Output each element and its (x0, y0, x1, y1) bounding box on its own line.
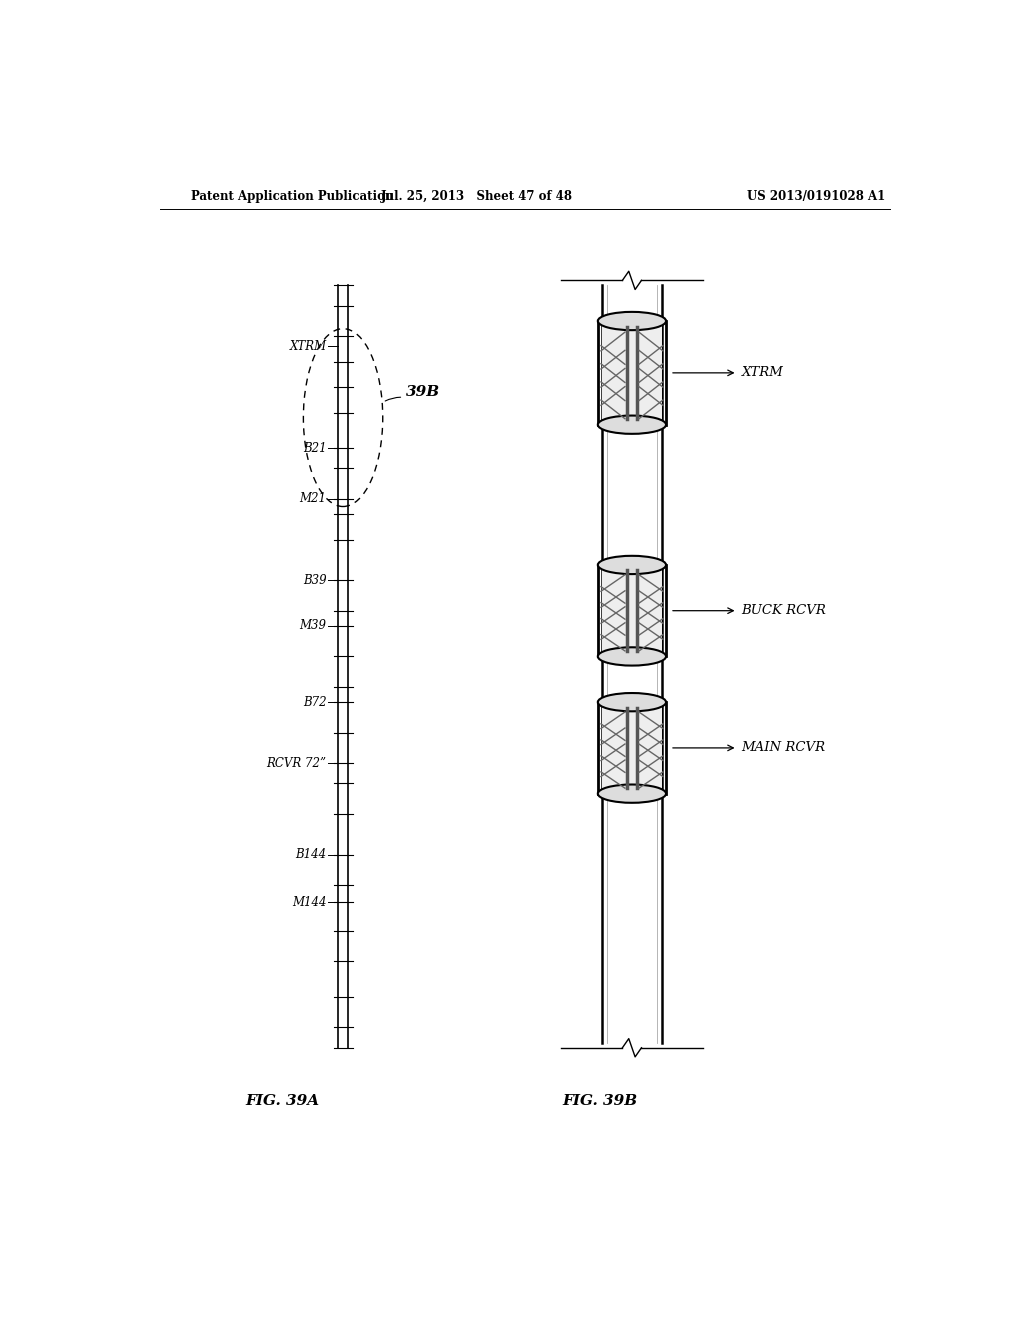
Text: XTRM: XTRM (289, 341, 327, 352)
Text: BUCK RCVR: BUCK RCVR (741, 605, 826, 618)
Text: B72: B72 (303, 696, 327, 709)
Text: Jul. 25, 2013   Sheet 47 of 48: Jul. 25, 2013 Sheet 47 of 48 (381, 190, 573, 202)
Text: Patent Application Publication: Patent Application Publication (191, 190, 394, 202)
Bar (602, 702, 663, 793)
Text: B144: B144 (295, 849, 327, 861)
Ellipse shape (598, 556, 666, 574)
Ellipse shape (598, 312, 666, 330)
Bar (602, 321, 663, 425)
Text: B21: B21 (303, 442, 327, 454)
Ellipse shape (598, 416, 666, 434)
Text: US 2013/0191028 A1: US 2013/0191028 A1 (748, 190, 886, 202)
Text: FIG. 39A: FIG. 39A (246, 1093, 319, 1107)
Text: XTRM: XTRM (741, 367, 783, 379)
Ellipse shape (598, 647, 666, 665)
Ellipse shape (598, 693, 666, 711)
Text: MAIN RCVR: MAIN RCVR (741, 742, 825, 755)
Bar (602, 565, 663, 656)
Text: B39: B39 (303, 574, 327, 586)
Text: FIG. 39B: FIG. 39B (562, 1093, 638, 1107)
Text: M39: M39 (299, 619, 327, 632)
Text: M21: M21 (299, 492, 327, 506)
Text: RCVR 72”: RCVR 72” (266, 756, 327, 770)
Ellipse shape (598, 784, 666, 803)
Text: 39B: 39B (406, 385, 440, 399)
Text: M144: M144 (292, 896, 327, 909)
